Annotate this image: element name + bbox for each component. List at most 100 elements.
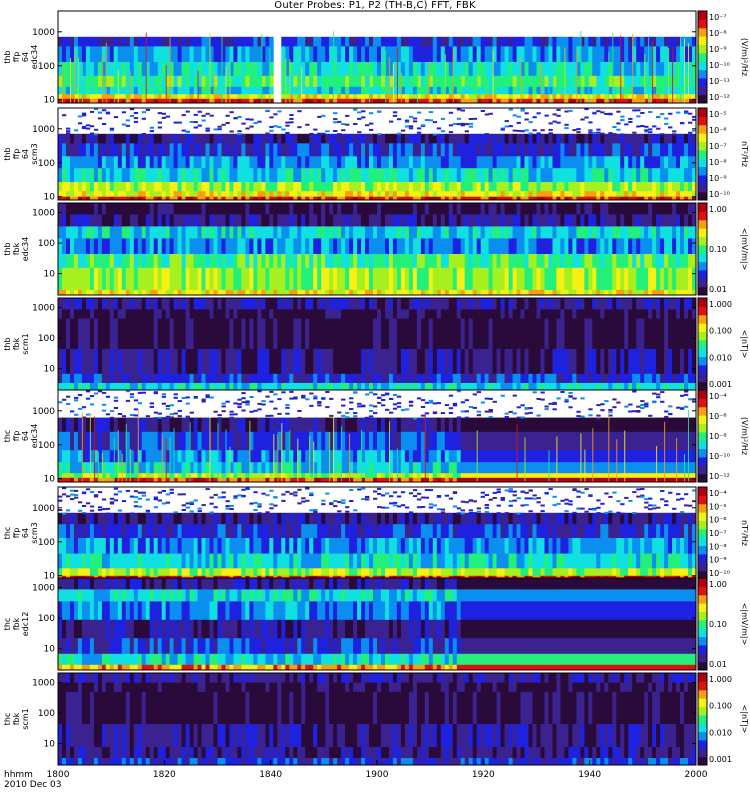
heatmap-cell	[616, 86, 621, 95]
heatmap-cell	[568, 253, 573, 268]
heatmap-cell	[317, 61, 322, 76]
heatmap-cell	[62, 203, 67, 215]
heatmap-cell	[253, 267, 258, 290]
heatmap-cell	[357, 309, 362, 319]
heatmap-cell	[616, 75, 621, 87]
heatmap-cell	[616, 122, 621, 125]
heatmap-cell	[676, 98, 681, 104]
heatmap-cell	[281, 86, 286, 95]
heatmap-cell	[357, 226, 362, 239]
heatmap-cell	[121, 417, 127, 432]
heatmap-cell	[612, 190, 617, 197]
y-tick-label: 10	[44, 193, 56, 203]
heatmap-cell	[572, 196, 577, 201]
heatmap-cell	[516, 238, 521, 254]
heatmap-cell	[660, 289, 665, 296]
heatmap-cell	[620, 115, 625, 118]
heatmap-cell	[556, 61, 561, 76]
heatmap-cell	[181, 318, 186, 349]
heatmap-cell	[345, 196, 350, 201]
heatmap-cell	[233, 267, 238, 290]
heatmap-cell	[660, 133, 665, 144]
heatmap-cell	[369, 203, 374, 215]
heatmap-cell	[612, 214, 617, 227]
heatmap-cell	[85, 133, 91, 144]
heatmap-cell	[161, 61, 167, 76]
heatmap-cell	[293, 133, 298, 144]
heatmap-cell	[520, 36, 525, 47]
heatmap-cell	[420, 61, 426, 76]
heatmap-cell	[616, 382, 621, 391]
heatmap-cell	[560, 203, 565, 215]
heatmap-cell	[424, 203, 430, 215]
heatmap-cell	[468, 86, 474, 95]
heatmap-cell	[269, 98, 274, 104]
heatmap-cell	[440, 267, 446, 290]
heatmap-cell	[588, 253, 593, 268]
heatmap-cell	[97, 117, 103, 120]
heatmap-cell	[177, 253, 182, 268]
heatmap-cell	[396, 61, 402, 76]
heatmap-cell	[448, 98, 454, 104]
heatmap-cell	[684, 190, 689, 197]
heatmap-cell	[317, 238, 322, 254]
heatmap-cell	[141, 61, 147, 76]
heatmap-cell	[125, 93, 131, 99]
heatmap-cell	[177, 75, 182, 87]
heatmap-cell	[101, 373, 107, 383]
heatmap-cell	[492, 373, 497, 383]
heatmap-cell	[70, 203, 75, 215]
heatmap-cell	[389, 226, 394, 239]
heatmap-cell	[97, 451, 99, 482]
heatmap-cell	[105, 133, 111, 144]
heatmap-cell	[197, 155, 202, 169]
heatmap-cell	[652, 309, 657, 319]
heatmap-cell	[408, 133, 414, 144]
heatmap-cell	[101, 143, 107, 157]
heatmap-cell	[325, 75, 330, 87]
heatmap-cell	[628, 61, 633, 76]
heatmap-cell	[452, 93, 458, 99]
heatmap-cell	[313, 75, 318, 87]
heatmap-cell	[109, 36, 115, 47]
heatmap-cell	[153, 167, 159, 182]
heatmap-cell	[608, 382, 613, 391]
heatmap-cell	[640, 196, 645, 201]
heatmap-cell	[173, 382, 178, 391]
colorbar-step	[698, 381, 707, 391]
heatmap-cell	[149, 190, 155, 197]
heatmap-cell	[500, 226, 505, 239]
heatmap-cell	[225, 61, 230, 76]
heatmap-cell	[504, 382, 509, 391]
heatmap-cell	[225, 382, 230, 391]
heatmap-cell	[572, 190, 577, 197]
heatmap-cell	[560, 167, 565, 182]
heatmap-cell	[632, 203, 637, 215]
heatmap-cell	[225, 66, 227, 103]
heatmap-cell	[612, 133, 617, 136]
heatmap-cell	[209, 373, 214, 383]
heatmap-cell	[229, 98, 234, 104]
heatmap-cell	[225, 75, 230, 87]
heatmap-cell	[381, 214, 386, 227]
heatmap-cell	[133, 75, 139, 87]
heatmap-cell	[189, 238, 194, 254]
heatmap-cell	[137, 196, 143, 201]
heatmap-cell	[285, 190, 290, 197]
heatmap-cell	[225, 181, 230, 192]
heatmap-cell	[317, 115, 322, 118]
colorbar-tick-label: 1.00	[709, 205, 727, 214]
heatmap-cell	[676, 318, 681, 349]
heatmap-cell	[93, 449, 99, 463]
heatmap-cell	[177, 93, 182, 99]
heatmap-cell	[576, 226, 581, 239]
heatmap-cell	[628, 143, 633, 157]
heatmap-cell	[688, 348, 693, 374]
heatmap-cell	[588, 75, 593, 87]
heatmap-cell	[113, 399, 119, 402]
heatmap-cell	[660, 382, 665, 391]
heatmap-cell	[349, 267, 354, 290]
heatmap-cell	[504, 133, 509, 144]
heatmap-cell	[648, 167, 653, 182]
